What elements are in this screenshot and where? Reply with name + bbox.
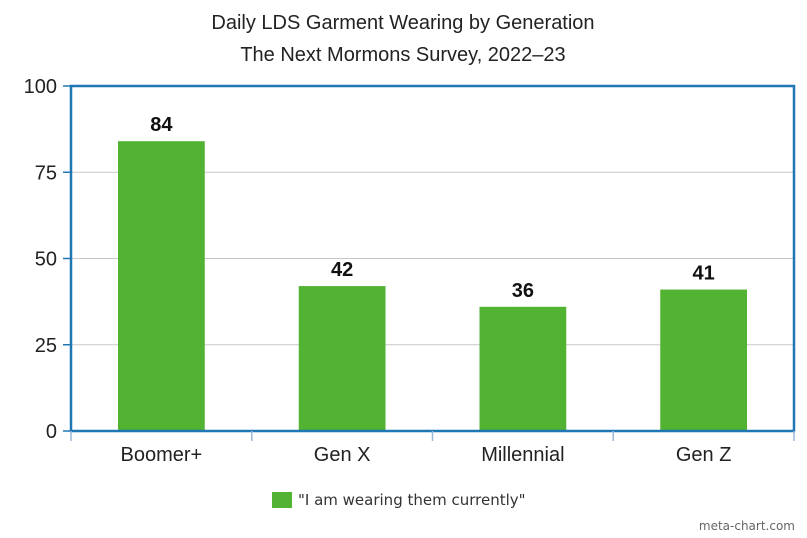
y-tick-label: 75 — [35, 162, 57, 184]
y-tick-label: 100 — [24, 76, 57, 98]
y-axis-ticks: 0 25 50 75 100 — [24, 76, 71, 443]
x-tick-label: Gen X — [314, 444, 371, 466]
bar-millennial[interactable] — [479, 306, 567, 431]
bars — [117, 141, 748, 431]
y-tick-label: 25 — [35, 335, 57, 357]
bar-boomer[interactable] — [117, 141, 205, 431]
x-tick-label: Gen Z — [676, 444, 732, 466]
bar-gen-z[interactable] — [660, 289, 748, 431]
data-label: 36 — [512, 280, 534, 302]
bar-gen-x[interactable] — [298, 286, 386, 431]
legend-label: "I am wearing them currently" — [298, 491, 526, 509]
y-tick-label: 50 — [35, 249, 57, 271]
x-tick-label: Millennial — [481, 444, 564, 466]
chart-subtitle: The Next Mormons Survey, 2022–23 — [240, 44, 565, 66]
x-tick-label: Boomer+ — [121, 444, 203, 466]
y-tick-label: 0 — [46, 421, 57, 443]
data-label: 84 — [150, 114, 173, 136]
x-axis-ticks: Boomer+ Gen X Millennial Gen Z — [70, 431, 795, 466]
chart-title: Daily LDS Garment Wearing by Generation — [211, 12, 594, 34]
data-label: 42 — [331, 259, 353, 281]
credit-text: meta-chart.com — [699, 519, 795, 533]
legend[interactable]: "I am wearing them currently" — [272, 491, 526, 509]
data-label: 41 — [693, 263, 715, 285]
legend-swatch — [272, 492, 292, 508]
data-labels: 84 42 36 41 — [150, 114, 715, 302]
